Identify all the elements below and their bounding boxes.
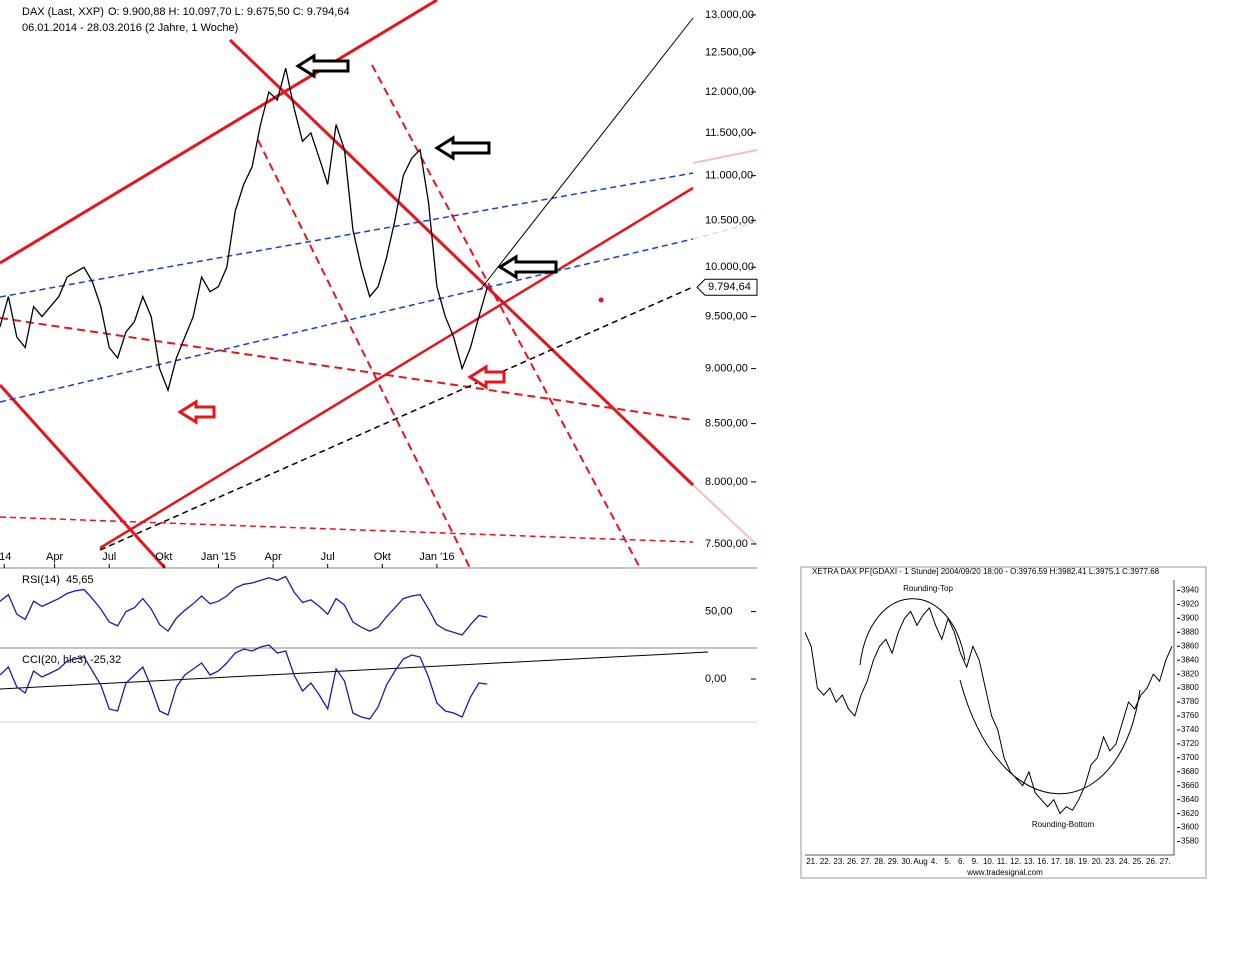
y-tick-label: 3900 (1181, 613, 1199, 622)
x-tick-label: 21. (806, 857, 817, 866)
x-tick-label: 9. (972, 857, 979, 866)
rounding-top (859, 598, 966, 666)
y-tick-label: 11.000,00 (705, 170, 753, 182)
y-tick-label: 3720 (1181, 739, 1199, 748)
y-tick-label: 50,00 (705, 606, 733, 618)
x-tick-label: 28. (874, 857, 885, 866)
annotation: Rounding-Top (903, 584, 953, 593)
x-tick-label: 16. (1037, 857, 1048, 866)
x-tick-label: Jan '15 (201, 551, 236, 563)
y-tick-label: 3780 (1181, 697, 1199, 706)
x-tick-label: 5. (944, 857, 951, 866)
main-title: DAX (Last, XXP) (22, 6, 104, 18)
x-tick-label: 23. (833, 857, 844, 866)
subtitle: 06.01.2014 - 28.03.2016 (2 Jahre, 1 Woch… (22, 22, 238, 34)
cci-last: -25,32 (90, 654, 121, 666)
x-tick-label: 22. (820, 857, 831, 866)
y-tick-label: 3660 (1181, 781, 1199, 790)
y-tick-label: 3880 (1181, 627, 1199, 636)
arrows (177, 53, 558, 425)
y-tick-label: 3860 (1181, 641, 1199, 650)
x-tick-label: Okt (374, 551, 391, 563)
y-tick-label: 13.000,00 (705, 9, 754, 21)
y-tick-label: 12.000,00 (705, 86, 754, 98)
x-tick-label: 4. (931, 857, 938, 866)
y-tick-label: 8.000,00 (705, 476, 748, 488)
panel-borders (0, 566, 1207, 879)
annotation: Rounding-Bottom (1032, 820, 1095, 829)
x-tick-label: 6. (958, 857, 965, 866)
y-tick-label: 3800 (1181, 683, 1199, 692)
inset-title: XETRA DAX PF (812, 567, 869, 576)
x-tick-label: 27. (1160, 857, 1171, 866)
y-tick-label: 3820 (1181, 669, 1199, 678)
x-tick-label: 20. (1092, 857, 1103, 866)
x-tick-label: 17. (1051, 857, 1062, 866)
x-tick-label: 13. (1024, 857, 1035, 866)
y-tick-label: 8.500,00 (705, 418, 748, 430)
x-tick-label: 10. (983, 857, 994, 866)
y-tick-label: 3620 (1181, 809, 1199, 818)
y-tick-label: 3700 (1181, 753, 1199, 762)
y-tick-label: 3920 (1181, 600, 1199, 609)
trend-lines (0, 0, 758, 690)
x-tick-label: 30. (901, 857, 912, 866)
x-tick-label: 24. (1119, 857, 1130, 866)
inset-subtitle: [GDAXI - 1 Stunde] 2004/09/20 18:00 - O:… (870, 567, 1160, 576)
y-tick-label: 10.500,00 (705, 214, 754, 226)
y-tick-label: 3600 (1181, 823, 1199, 832)
rsi-title: RSI(14) (22, 574, 60, 586)
y-tick-label: 7.500,00 (705, 538, 748, 550)
footer: www.tradesignal.com (966, 868, 1043, 877)
x-tick-label: '14 (0, 551, 11, 563)
y-tick-label: 3580 (1181, 837, 1199, 846)
x-tick-label: Aug (913, 857, 927, 866)
x-tick-label: 19. (1078, 857, 1089, 866)
y-tick-label: 3840 (1181, 655, 1199, 664)
x-tick-label: Okt (155, 551, 172, 563)
last-price-box (696, 278, 758, 296)
cci-title: CCI(20, hlc3) (22, 654, 87, 666)
x-tick-label: 11. (997, 857, 1008, 866)
y-tick-label: 0,00 (705, 673, 726, 685)
x-tick-label: Apr (264, 551, 281, 563)
series-line (804, 606, 1173, 815)
rounding-bottom (959, 679, 1141, 795)
y-tick-label: 12.500,00 (705, 47, 754, 59)
y-tick-label: 3940 (1181, 586, 1199, 595)
last-price-label: 9.794,64 (708, 281, 751, 293)
y-tick-label: 3740 (1181, 725, 1199, 734)
x-tick-label: 12. (1010, 857, 1021, 866)
series-line (0, 575, 488, 636)
y-tick-label: 9.500,00 (705, 311, 748, 323)
x-tick-label: 18. (1064, 857, 1075, 866)
y-tick-label: 11.500,00 (705, 127, 753, 139)
x-tick-label: 27. (861, 857, 872, 866)
y-tick-label: 3760 (1181, 711, 1199, 720)
y-tick-label: 3680 (1181, 767, 1199, 776)
x-tick-label: 25. (1132, 857, 1143, 866)
x-tick-label: Apr (46, 551, 63, 563)
y-tick-label: 3640 (1181, 795, 1199, 804)
x-tick-label: 29. (888, 857, 899, 866)
x-tick-label: Jan '16 (419, 551, 454, 563)
rsi-last: 45,65 (66, 574, 94, 586)
x-tick-label: Jul (321, 551, 335, 563)
y-tick-label: 9.000,00 (705, 363, 748, 375)
x-tick-label: 26. (1146, 857, 1157, 866)
x-tick-label: Jul (102, 551, 116, 563)
x-tick-label: 23. (1105, 857, 1116, 866)
y-tick-label: 10.000,00 (705, 261, 754, 273)
series-line (0, 68, 488, 393)
series-line (0, 644, 488, 720)
x-tick-label: 26. (847, 857, 858, 866)
ohlc: O: 9.900,88 H: 10.097,70 L: 9.675,50 C: … (108, 6, 350, 18)
